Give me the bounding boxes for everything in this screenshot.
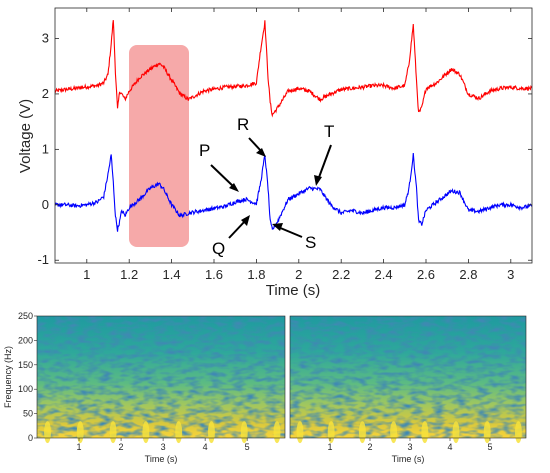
- x-tick-label: 2.8: [459, 267, 477, 282]
- beat-burst: [421, 421, 429, 444]
- y-tick-label: 3: [42, 30, 49, 45]
- beat-burst: [452, 421, 460, 444]
- x-tick-label: 3: [507, 267, 514, 282]
- plot-area: [55, 8, 532, 263]
- x-tick-label: 1.4: [163, 267, 181, 282]
- spectrogram-y-tick-label: 50: [23, 409, 33, 419]
- beat-burst: [109, 421, 117, 444]
- spectrogram-y-tick-label: 200: [18, 335, 33, 345]
- arrowhead-p: [229, 183, 239, 192]
- ecg-plot: 1 1.2 1.4 1.6 1.8 2 2.2 2.4 2.6 2.8 3 -1 0 1 2 3 Time …: [17, 7, 533, 299]
- spectrogram-x-tick-label: 3: [407, 442, 412, 452]
- spectrogram-left-x-axis: 1 2 3 4 5: [77, 438, 250, 452]
- wave-label-p: P: [199, 141, 210, 160]
- wave-label-s: S: [305, 233, 316, 252]
- spectrogram-y-tick-label: 150: [18, 360, 33, 370]
- beat-burst: [483, 421, 491, 444]
- arrow-r: [248, 137, 263, 153]
- x-tick-label: 1.6: [205, 267, 223, 282]
- spectrogram-x-tick-label: 2: [367, 442, 372, 452]
- wave-label-q: Q: [212, 239, 225, 258]
- arrow-p: [210, 164, 236, 189]
- arrow-s: [277, 226, 303, 238]
- x-tick-label: 2.6: [417, 267, 435, 282]
- spectrogram-right-beats: [296, 421, 522, 444]
- ecg-series-line-1: [55, 20, 532, 118]
- x-tick-label: 1: [83, 267, 90, 282]
- y-tick-label: 2: [42, 86, 49, 101]
- beat-burst: [514, 421, 522, 444]
- x-tick-label: 1.8: [247, 267, 265, 282]
- spectrogram-y-tick-label: 100: [18, 384, 33, 394]
- y-axis: -1 0 1 2 3: [37, 30, 532, 267]
- beat-burst: [327, 421, 335, 444]
- spectrogram-x-tick-label: 4: [203, 442, 208, 452]
- beat-burst: [142, 421, 150, 444]
- beat-burst: [390, 421, 398, 444]
- beat-burst: [175, 421, 183, 444]
- x-axis: 1 1.2 1.4 1.6 1.8 2 2.2 2.4 2.6 2.8 3: [83, 8, 514, 282]
- spectrogram-left: 1 2 3 4 5 0 50 100 150 200 250 Time (s) Frequency…: [3, 311, 286, 464]
- y-tick-label: 0: [42, 197, 49, 212]
- spectrogram-y-label: Frequency (Hz): [3, 346, 13, 408]
- spectrogram-left-y-axis: 0 50 100 150 200 250: [18, 311, 37, 443]
- spectrogram-right-frame: [289, 315, 527, 439]
- spectrogram-y-tick-label: 0: [28, 433, 33, 443]
- spectrogram-x-tick-label: 5: [245, 442, 250, 452]
- spectrogram-x-tick-label: 5: [487, 442, 492, 452]
- spectrogram-right-texture: [290, 316, 526, 438]
- x-axis-label: Time (s): [266, 282, 320, 299]
- x-tick-label: 1.2: [120, 267, 138, 282]
- wave-label-t: T: [324, 122, 334, 141]
- y-tick-label: 1: [42, 141, 49, 156]
- spectrogram-left-frame: [36, 315, 286, 439]
- x-tick-label: 2.2: [332, 267, 350, 282]
- spectrogram-left-texture: [37, 316, 285, 438]
- ecg-series-group: [55, 20, 532, 232]
- spectrogram-right-x-axis: 1 2 3 4 5: [327, 438, 493, 452]
- spectrogram-x-tick-label: 4: [447, 442, 452, 452]
- arrowhead-r: [256, 148, 266, 157]
- arrow-t: [317, 144, 332, 181]
- spectrogram-right: 1 2 3 4 5 Time (s): [289, 315, 527, 464]
- beat-burst: [240, 421, 248, 444]
- spectrogram-left-beats: [44, 421, 281, 444]
- beat-burst: [358, 421, 366, 444]
- spectrogram-y-tick-label: 250: [18, 311, 33, 321]
- spectrogram-x-tick-label: 1: [77, 442, 82, 452]
- x-tick-label: 2.4: [375, 267, 393, 282]
- y-tick-label: -1: [37, 252, 49, 267]
- spectrogram-x-tick-label: 3: [161, 442, 166, 452]
- spectrogram-right-x-label: Time (s): [392, 454, 425, 464]
- spectrogram-x-tick-label: 1: [327, 442, 332, 452]
- x-tick-label: 2: [295, 267, 302, 282]
- wave-annotations: P R T Q S: [199, 115, 334, 258]
- beat-burst: [44, 421, 52, 444]
- plot-frame: [54, 7, 533, 264]
- arrowhead-q: [241, 215, 250, 226]
- ecg-series-line-2: [55, 153, 532, 232]
- spectrogram-x-tick-label: 2: [119, 442, 124, 452]
- arrow-q: [228, 219, 247, 239]
- arrowhead-s: [272, 223, 283, 231]
- wave-label-r: R: [237, 115, 249, 134]
- spectrogram-left-x-label: Time (s): [145, 454, 178, 464]
- beat-burst: [207, 421, 215, 444]
- beat-burst: [76, 421, 84, 444]
- beat-burst: [273, 421, 281, 444]
- arrowhead-t: [314, 175, 322, 186]
- y-axis-label: Voltage (V): [17, 99, 34, 173]
- beat-burst: [296, 421, 304, 444]
